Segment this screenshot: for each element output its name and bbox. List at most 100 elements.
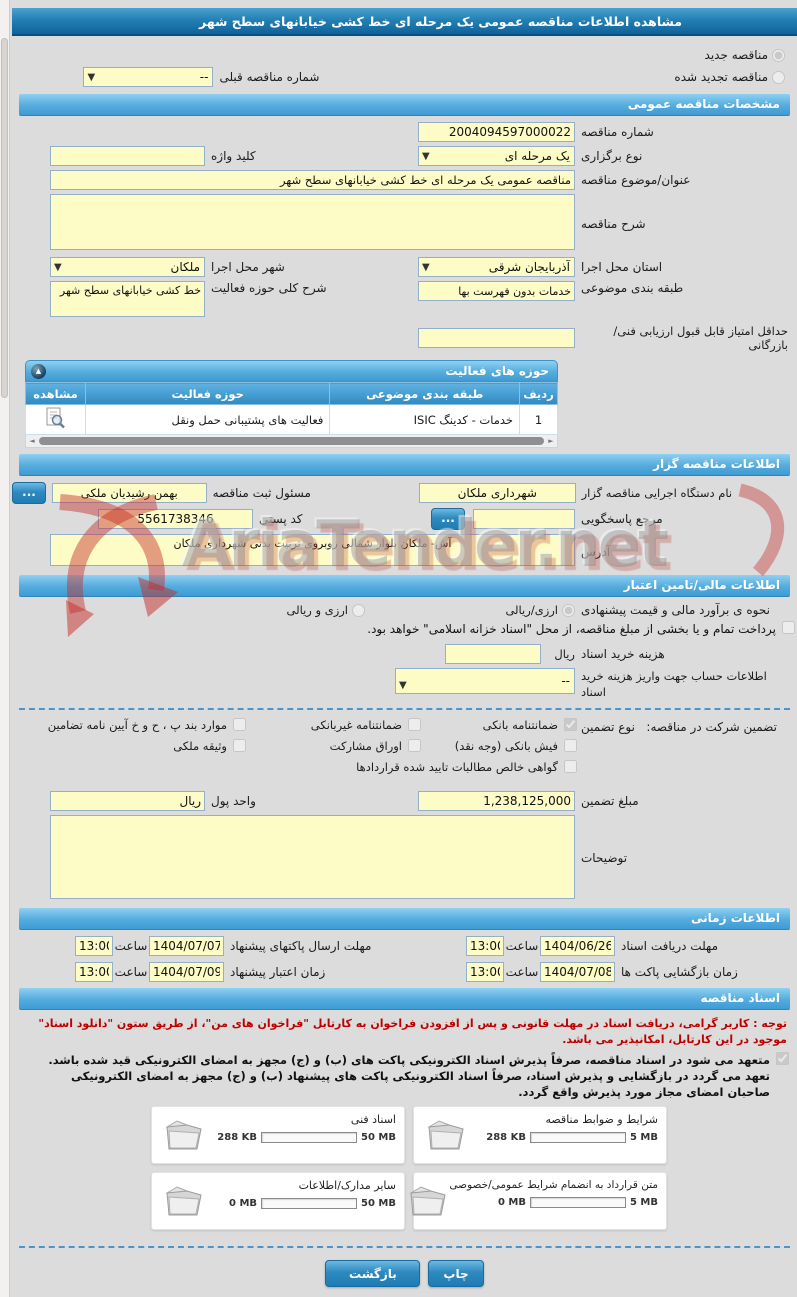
view-details-icon[interactable]: [44, 407, 66, 429]
notes-field[interactable]: [50, 814, 575, 899]
scroll-right-icon[interactable]: ►: [548, 437, 554, 445]
subject-field[interactable]: [50, 170, 575, 190]
tender-new-label: مناقصه جدید: [704, 48, 768, 62]
hold-type-label: نوع برگزاری: [581, 149, 643, 163]
doc-cost-rial-label: ریال: [554, 646, 575, 661]
doc-cost-field[interactable]: [445, 643, 541, 664]
guarantee-option-cash[interactable]: [564, 739, 577, 753]
tender-renewed-radio[interactable]: [772, 70, 785, 84]
row-no-cell: 1: [519, 404, 558, 435]
doc-receipt-deadline-time[interactable]: [466, 935, 504, 956]
section-documents-header: اسناد مناقصه: [19, 987, 790, 1010]
category-label: طبقه بندی موضوعی: [581, 281, 684, 295]
envelope-opening-label: زمان بازگشایی پاکت ها: [621, 964, 738, 979]
chevron-down-icon: ▼: [399, 679, 407, 691]
prev-tender-no-select[interactable]: -- ▼: [83, 67, 214, 87]
collapse-icon[interactable]: ▲: [31, 364, 46, 379]
upload-progress-bar: [261, 1132, 358, 1144]
guarantee-group-label: تضمین شرکت در مناقصه: نوع تضمین: [581, 719, 777, 734]
scroll-left-icon[interactable]: ◄: [29, 437, 35, 445]
activity-table: حوزه های فعالیت ▲ ردیف طبقه بندی موضوعی …: [25, 360, 558, 448]
esign-commitment-checkbox[interactable]: [776, 1051, 789, 1065]
chevron-down-icon: ▼: [54, 262, 62, 273]
guarantee-option-clauses[interactable]: [233, 718, 246, 732]
guarantee-amount-label: مبلغ تضمین: [581, 793, 639, 808]
subject-label: عنوان/موضوع مناقصه: [581, 173, 691, 187]
guarantee-amount-field[interactable]: [418, 790, 575, 811]
divider: [19, 707, 790, 710]
doc-receipt-deadline-date[interactable]: [540, 935, 615, 956]
row-field-cell: فعالیت های پشتیبانی حمل ونقل: [84, 404, 331, 435]
min-score-label: حداقل امتیاز قابل قبول ارزیابی فنی/بازرگ…: [613, 324, 788, 352]
hour-label: ساعت: [505, 964, 539, 979]
registrar-field[interactable]: [52, 483, 207, 503]
answer-ref-more-button[interactable]: ...: [431, 508, 465, 530]
address-field[interactable]: آش- ملکان بلوار شمالی روبروی تربیت بدنی …: [50, 534, 575, 566]
section-timing-header: اطلاعات زمانی: [19, 907, 790, 930]
postal-field[interactable]: [98, 509, 253, 529]
description-field[interactable]: [50, 194, 575, 250]
doc-card-technical[interactable]: اسناد فنی 288 KB 50 MB: [151, 1106, 405, 1165]
province-select[interactable]: آذربایجان شرقی ▼: [418, 257, 575, 277]
proposal-send-deadline-time[interactable]: [75, 935, 113, 956]
currency-field[interactable]: [50, 790, 205, 811]
vertical-scrollbar[interactable]: [0, 0, 10, 1297]
vertical-scrollbar-thumb[interactable]: [1, 38, 8, 398]
account-label: اطلاعات حساب جهت واریز هزینه خرید اسناد: [581, 668, 767, 699]
guarantee-option-property[interactable]: [233, 739, 246, 753]
chevron-down-icon: ▼: [422, 151, 430, 162]
hold-type-select[interactable]: یک مرحله ای ▼: [418, 146, 575, 166]
doc-card-other[interactable]: سایر مدارک/اطلاعات 0 MB 50 MB: [151, 1172, 405, 1231]
proposal-send-deadline-date[interactable]: [149, 935, 224, 956]
estimate-both-label: ارزی و ریالی: [286, 603, 348, 617]
print-button[interactable]: چاپ: [428, 1260, 484, 1288]
folder-icon: [165, 1120, 202, 1150]
guarantee-option-bonds[interactable]: [408, 739, 421, 753]
city-label: شهر محل اجرا: [211, 260, 285, 274]
section-tenderer-header: اطلاعات مناقصه گزار: [19, 454, 790, 476]
doc-card-max: 50 MB: [361, 1198, 396, 1210]
table-horizontal-scrollbar[interactable]: ◄ ►: [25, 435, 558, 448]
doc-card-title: اسناد فنی: [350, 1113, 396, 1127]
address-label: آدرس: [581, 544, 611, 559]
account-select[interactable]: -- ▼: [395, 667, 575, 694]
city-select[interactable]: ملکان ▼: [50, 257, 205, 277]
doc-card-terms[interactable]: شرایط و ضوابط مناقصه 288 KB 5 MB: [413, 1106, 667, 1165]
answer-ref-label: مرجع پاسخگویی: [581, 512, 663, 526]
doc-card-title: شرایط و ضوابط مناقصه: [545, 1113, 659, 1127]
category-field[interactable]: [418, 281, 575, 301]
back-button[interactable]: بازگشت: [325, 1260, 421, 1288]
guarantee-option-claims[interactable]: [564, 760, 577, 774]
answer-ref-field[interactable]: [473, 509, 575, 529]
section-specs-header: مشخصات مناقصه عمومی: [19, 94, 790, 116]
guarantee-option-bank[interactable]: [564, 718, 577, 732]
scrollbar-thumb[interactable]: [39, 437, 544, 445]
guarantee-type-label: نوع تضمین: [581, 719, 635, 734]
document-upload-cards: شرایط و ضوابط مناقصه 288 KB 5 MB: [147, 1106, 667, 1231]
tender-renewed-row: مناقصه تجدید شده شماره مناقصه قبلی -- ▼: [12, 66, 797, 88]
keyword-label: کلید واژه: [211, 149, 256, 163]
table-row: 1 خدمات - کدینگ ISIC فعالیت های پشتیبانی…: [25, 404, 558, 435]
doc-card-contract[interactable]: متن قرارداد به انضمام شرایط عمومی/خصوصی …: [410, 1172, 667, 1231]
guarantee-option-nonbank[interactable]: [408, 718, 421, 732]
estimate-rial-label: ارزی/ریالی: [505, 603, 558, 617]
doc-cost-label: هزینه خرید اسناد: [581, 646, 665, 661]
tender-no-field[interactable]: [418, 122, 575, 142]
scope-label: شرح کلی حوزه فعالیت: [211, 281, 327, 295]
folder-icon: [410, 1186, 447, 1216]
registrar-more-button[interactable]: ...: [12, 482, 46, 504]
treasury-checkbox[interactable]: [782, 621, 795, 634]
envelope-opening-date[interactable]: [540, 961, 615, 982]
proposal-validity-date[interactable]: [149, 961, 224, 982]
scope-field[interactable]: خط کشی خیابانهای سطح شهر: [50, 281, 205, 317]
keyword-field[interactable]: [50, 146, 205, 166]
estimate-rial-radio[interactable]: [562, 603, 575, 617]
proposal-validity-time[interactable]: [75, 961, 113, 982]
tender-new-radio[interactable]: [772, 48, 785, 62]
upload-progress-bar: [529, 1132, 626, 1144]
envelope-opening-time[interactable]: [466, 961, 504, 982]
documents-notice: توجه : کاربر گرامی، دریافت اسناد در مهلت…: [38, 1016, 787, 1046]
min-score-field[interactable]: [418, 328, 575, 348]
estimate-both-radio[interactable]: [352, 603, 365, 617]
agency-field[interactable]: [419, 483, 576, 503]
